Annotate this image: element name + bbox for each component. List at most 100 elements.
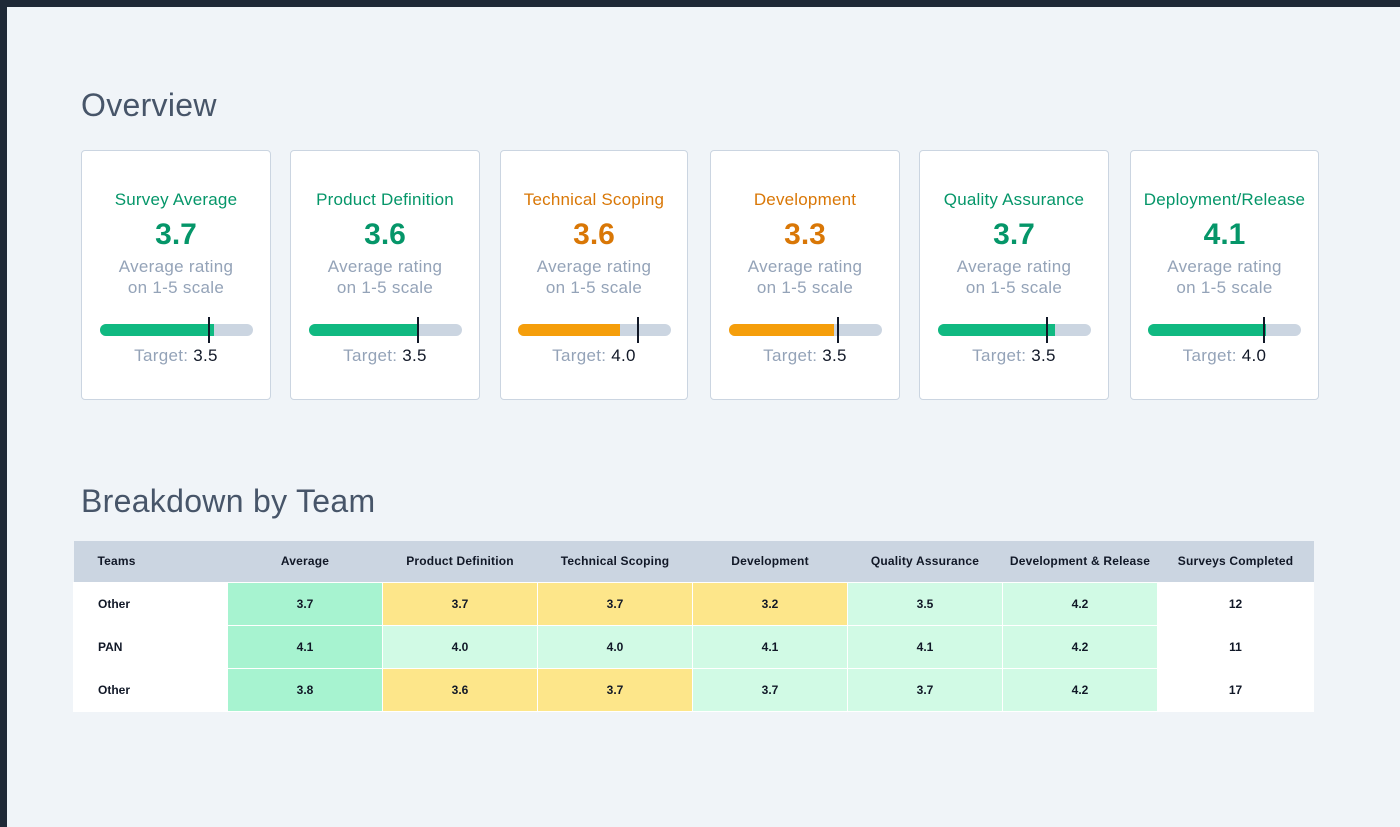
card-value: 3.6	[573, 218, 615, 251]
progress-bar	[308, 317, 462, 343]
card-title: Deployment/Release	[1143, 190, 1306, 209]
progress-fill	[308, 324, 419, 336]
progress-bar	[1148, 317, 1301, 343]
column-header[interactable]: Average	[227, 541, 383, 582]
column-header[interactable]: Technical Scoping	[537, 541, 693, 582]
column-header[interactable]: Quality Assurance	[847, 541, 1003, 582]
card-subtitle: Average rating on 1-5 scale	[501, 256, 687, 298]
score-cell: 3.7	[227, 581, 383, 626]
card-title: Development	[753, 190, 857, 209]
card-subtitle-line2: on 1-5 scale	[1176, 278, 1273, 297]
card-subtitle-line1: Average rating	[747, 257, 863, 276]
target-marker	[417, 317, 420, 343]
column-header[interactable]: Development & Release	[1002, 541, 1158, 582]
team-breakdown-table: Teams Average Product Definition Technical …	[73, 541, 1314, 712]
card-subtitle-line2: on 1-5 scale	[336, 278, 434, 297]
card-value: 3.7	[155, 218, 197, 251]
card-target: Target: 3.5	[920, 346, 1108, 366]
card-target: Target: 3.5	[82, 346, 270, 366]
card-subtitle: Average rating on 1-5 scale	[711, 256, 899, 298]
column-header[interactable]: Surveys Completed	[1157, 541, 1314, 582]
overview-card: Technical Scoping 3.6 Average rating on 1-5…	[500, 150, 688, 400]
team-name-cell: Other	[73, 581, 228, 626]
card-subtitle: Average rating on 1-5 scale	[920, 256, 1108, 298]
score-cell: 3.7	[382, 581, 538, 626]
progress-fill	[99, 324, 215, 336]
score-cell: 3.7	[692, 667, 848, 712]
target-label: Target:	[343, 346, 398, 365]
score-cell: 3.2	[692, 581, 848, 626]
score-cell: 4.1	[847, 624, 1003, 669]
card-title: Technical Scoping	[523, 190, 665, 209]
target-value: 3.5	[193, 346, 218, 365]
target-value: 4.0	[1241, 346, 1267, 365]
card-subtitle-line1: Average rating	[956, 257, 1072, 276]
card-subtitle: Average rating on 1-5 scale	[1131, 256, 1318, 298]
card-title: Product Definition	[316, 190, 454, 209]
team-name-cell: PAN	[73, 624, 228, 669]
table-row[interactable]: Other 3.8 3.6 3.7 3.7 3.7 4.2 17	[73, 667, 1314, 712]
score-cell: 4.0	[537, 624, 693, 669]
column-header[interactable]: Product Definition	[382, 541, 538, 582]
progress-bar	[99, 317, 253, 343]
card-subtitle-line1: Average rating	[118, 257, 234, 276]
target-value: 4.0	[611, 346, 636, 365]
score-cell: 3.8	[227, 667, 383, 712]
table-row[interactable]: Other 3.7 3.7 3.7 3.2 3.5 4.2 12	[73, 581, 1314, 626]
progress-fill	[517, 324, 620, 336]
surveys-completed-cell: 17	[1157, 667, 1314, 712]
target-value: 3.5	[822, 346, 847, 365]
target-label: Target:	[1182, 346, 1237, 365]
card-subtitle-line1: Average rating	[1167, 257, 1282, 276]
team-name-cell: Other	[73, 667, 228, 712]
overview-card: Product Definition 3.6 Average rating on 1-…	[290, 150, 480, 400]
surveys-completed-cell: 11	[1157, 624, 1314, 669]
card-subtitle-line1: Average rating	[327, 257, 443, 276]
target-value: 3.5	[1031, 346, 1056, 365]
target-marker	[208, 317, 211, 343]
progress-fill	[937, 324, 1056, 336]
target-marker	[1262, 317, 1265, 343]
progress-bar	[517, 317, 671, 343]
overview-card: Development 3.3 Average rating on 1-5 scale…	[710, 150, 900, 400]
overview-cards: Survey Average 3.7 Average rating on 1-5 sc…	[81, 150, 1321, 400]
column-header[interactable]: Development	[692, 541, 848, 582]
progress-fill	[1148, 324, 1266, 336]
score-cell: 4.0	[382, 624, 538, 669]
overview-heading: Overview	[81, 87, 217, 123]
progress-fill	[728, 324, 835, 336]
card-subtitle-line1: Average rating	[536, 257, 652, 276]
score-cell: 4.1	[227, 624, 383, 669]
card-value: 4.1	[1203, 218, 1246, 251]
card-target: Target: 3.5	[711, 346, 899, 366]
target-marker	[636, 317, 639, 343]
score-cell: 3.5	[847, 581, 1003, 626]
target-marker	[1046, 317, 1049, 343]
target-label: Target:	[552, 346, 607, 365]
score-cell: 4.2	[1002, 667, 1158, 712]
card-subtitle-line2: on 1-5 scale	[545, 278, 643, 297]
column-header[interactable]: Teams	[73, 541, 228, 582]
progress-bar	[728, 317, 882, 343]
score-cell: 4.2	[1002, 581, 1158, 626]
target-value: 3.5	[402, 346, 427, 365]
score-cell: 3.6	[382, 667, 538, 712]
overview-card: Survey Average 3.7 Average rating on 1-5 sc…	[81, 150, 271, 400]
card-target: Target: 3.5	[291, 346, 479, 366]
card-subtitle-line2: on 1-5 scale	[127, 278, 225, 297]
card-value: 3.3	[784, 218, 826, 251]
card-title: Survey Average	[114, 190, 238, 209]
overview-card: Deployment/Release 4.1 Average rating on 1-…	[1130, 150, 1319, 400]
surveys-completed-cell: 12	[1157, 581, 1314, 626]
target-label: Target:	[763, 346, 818, 365]
card-value: 3.6	[364, 218, 406, 251]
target-label: Target:	[972, 346, 1027, 365]
card-value: 3.7	[993, 218, 1035, 251]
card-target: Target: 4.0	[1131, 346, 1318, 366]
table-row[interactable]: PAN 4.1 4.0 4.0 4.1 4.1 4.2 11	[73, 624, 1314, 669]
card-subtitle: Average rating on 1-5 scale	[82, 256, 270, 298]
card-target: Target: 4.0	[501, 346, 687, 366]
card-subtitle-line2: on 1-5 scale	[965, 278, 1063, 297]
overview-card: Quality Assurance 3.7 Average rating on 1-5…	[919, 150, 1109, 400]
table-body: Other 3.7 3.7 3.7 3.2 3.5 4.2 12 PAN 4.1 4.0 4.0 4.1…	[73, 581, 1314, 712]
